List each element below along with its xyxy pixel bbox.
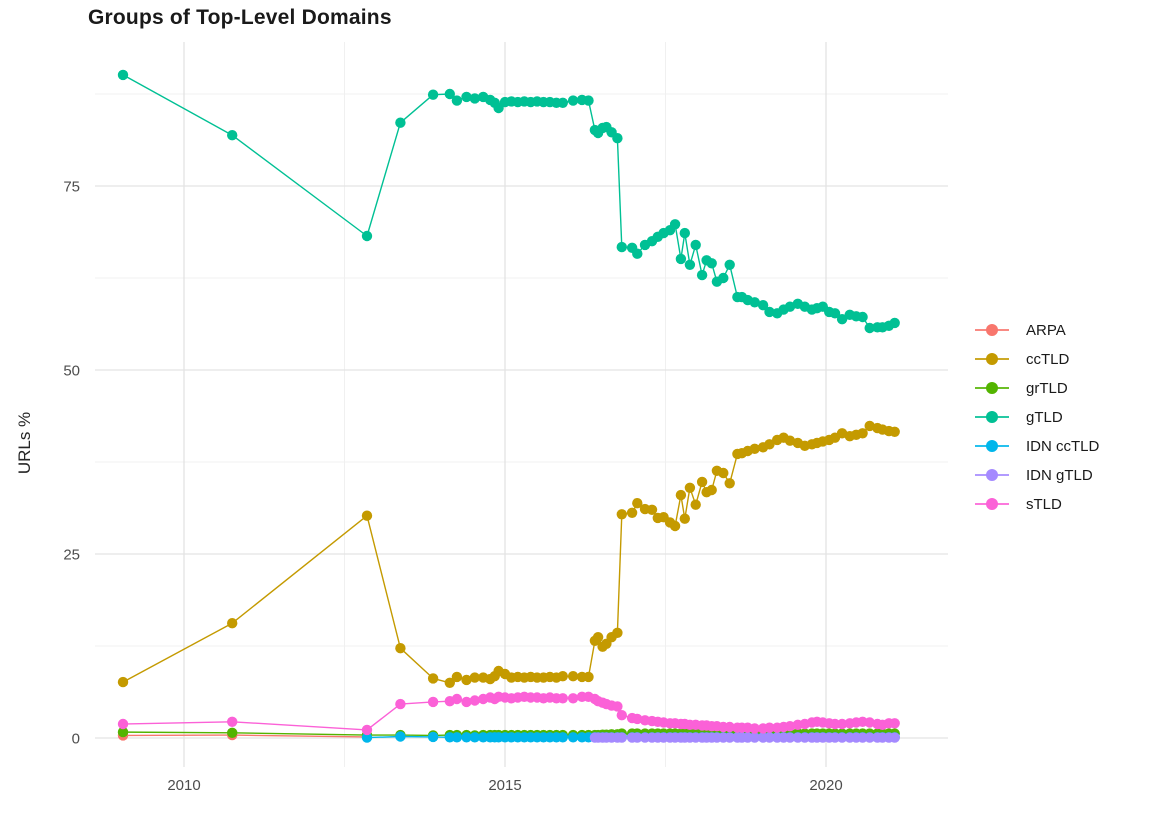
y-tick-label: 0 [72, 730, 80, 747]
legend-item-stld: sTLD [975, 494, 1099, 514]
legend-item-arpa: ARPA [975, 320, 1099, 340]
y-tick-label: 25 [63, 546, 80, 563]
legend-label: IDN gTLD [1026, 466, 1093, 484]
minor-gridlines [95, 42, 948, 767]
legend-key-icon [975, 439, 1013, 453]
y-tick-label: 75 [63, 178, 80, 195]
axis-tick-labels: 0 25 50 75 2010 2015 2020 [63, 178, 842, 794]
legend-item-cctld: ccTLD [975, 349, 1099, 369]
legend-key-icon [975, 381, 1013, 395]
x-tick-label: 2020 [809, 777, 842, 794]
y-axis-title: URLs % [15, 412, 34, 474]
y-tick-label: 50 [63, 362, 80, 379]
legend-key-icon [975, 497, 1013, 511]
legend-key-icon [975, 468, 1013, 482]
legend-label: grTLD [1026, 379, 1068, 397]
chart-title: Groups of Top-Level Domains [88, 6, 392, 29]
x-tick-label: 2010 [167, 777, 200, 794]
legend-key-icon [975, 410, 1013, 424]
series-idn-gtld [589, 732, 900, 743]
legend-key-icon [975, 323, 1013, 337]
major-gridlines [95, 42, 948, 767]
series-stld [117, 691, 900, 736]
legend-item-grtld: grTLD [975, 378, 1099, 398]
legend-label: ARPA [1026, 321, 1066, 339]
legend-label: ccTLD [1026, 350, 1070, 368]
legend-label: gTLD [1026, 408, 1063, 426]
legend-item-idn-cctld: IDN ccTLD [975, 436, 1099, 456]
series-gtld [117, 69, 900, 334]
series-cctld [117, 420, 900, 688]
legend-item-gtld: gTLD [975, 407, 1099, 427]
data-series [117, 69, 900, 743]
legend-item-idn-gtld: IDN gTLD [975, 465, 1099, 485]
x-tick-label: 2015 [488, 777, 521, 794]
legend-key-icon [975, 352, 1013, 366]
legend-label: IDN ccTLD [1026, 437, 1100, 455]
legend: ARPA ccTLD grTLD gTLD IDN ccTLD IDN gTLD sTLD [975, 320, 1099, 514]
legend-label: sTLD [1026, 495, 1062, 513]
